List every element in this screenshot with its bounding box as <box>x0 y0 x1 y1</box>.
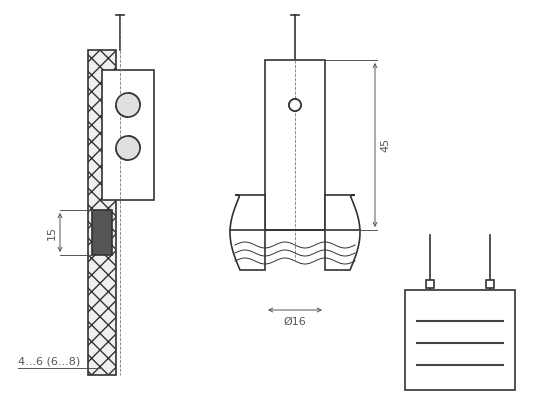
Text: 15: 15 <box>47 226 57 239</box>
PathPatch shape <box>230 195 265 270</box>
Bar <box>265 60 325 230</box>
Bar <box>92 210 112 255</box>
Text: 45: 45 <box>380 138 390 152</box>
Bar <box>405 290 515 390</box>
Text: 4...6 (6...8): 4...6 (6...8) <box>18 357 80 367</box>
PathPatch shape <box>325 195 360 270</box>
Circle shape <box>116 93 140 117</box>
Bar <box>486 280 494 288</box>
Bar <box>426 280 434 288</box>
Bar <box>102 70 154 200</box>
Bar <box>88 200 116 375</box>
Text: Ø16: Ø16 <box>284 317 306 327</box>
Circle shape <box>116 136 140 160</box>
Bar <box>88 50 116 375</box>
Circle shape <box>289 99 301 111</box>
